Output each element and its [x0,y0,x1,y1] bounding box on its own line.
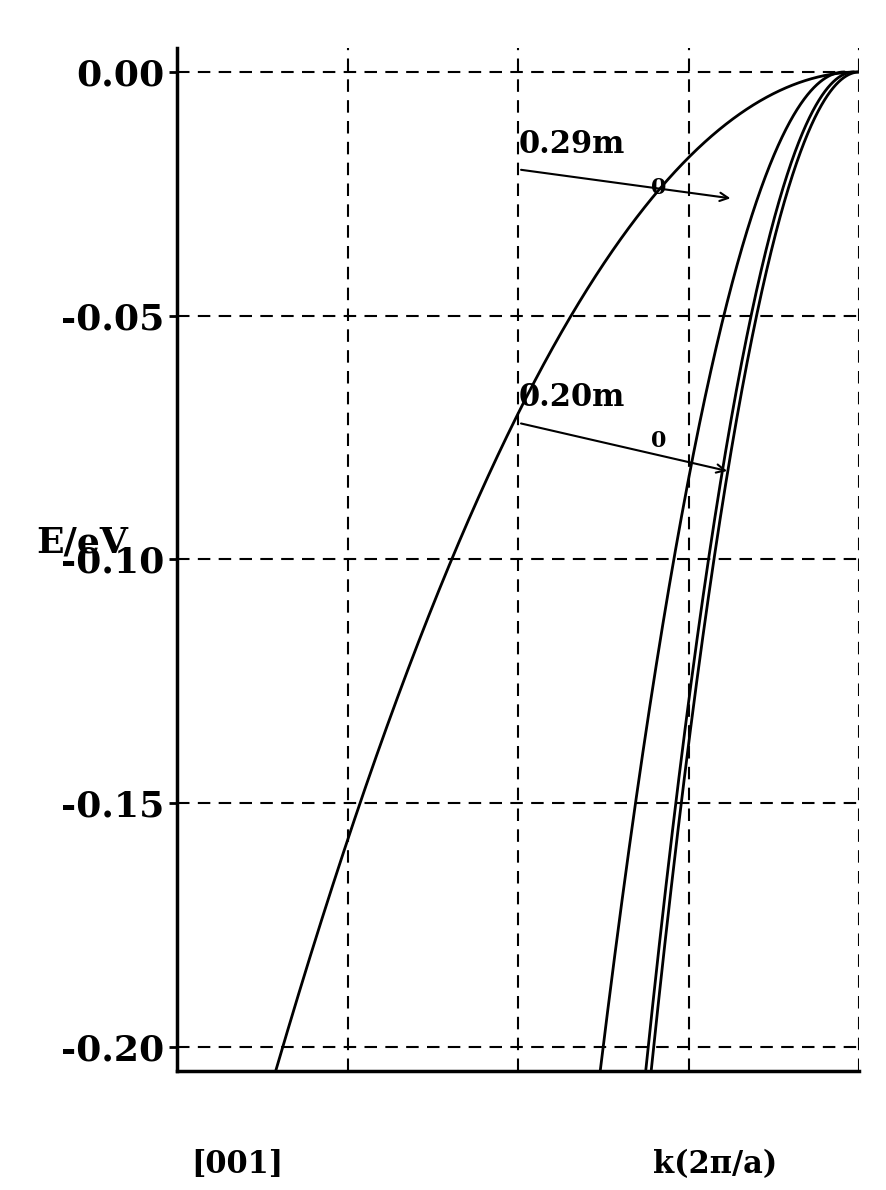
Text: k(2π/a): k(2π/a) [653,1150,778,1180]
Text: 0: 0 [651,430,667,452]
Text: 0: 0 [651,176,667,199]
Text: [001]: [001] [190,1150,284,1180]
Y-axis label: E/eV: E/eV [35,525,128,559]
Text: 0.20m: 0.20m [518,382,625,413]
Text: 0.29m: 0.29m [518,129,625,159]
